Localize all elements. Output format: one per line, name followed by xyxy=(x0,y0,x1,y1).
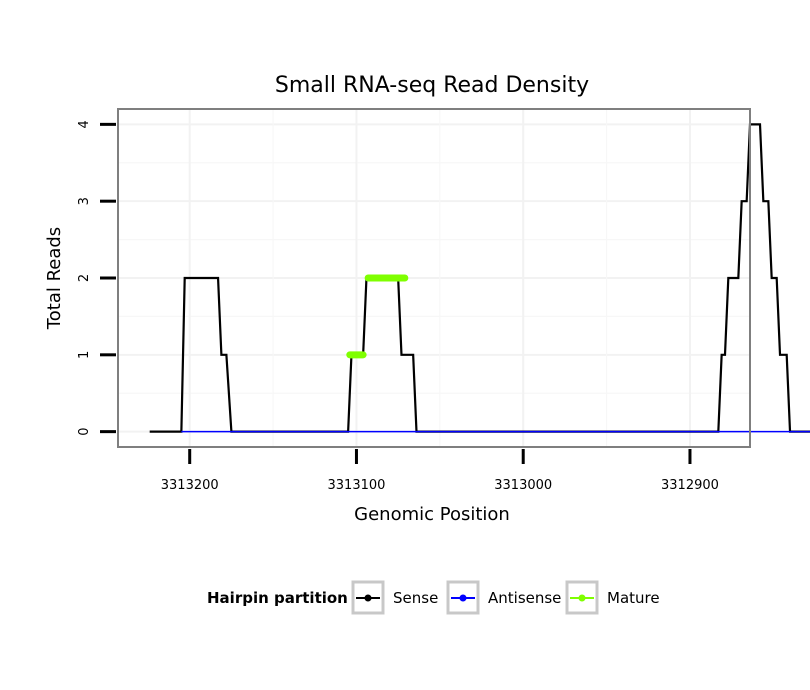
x-tick-label: 3313000 xyxy=(494,478,552,493)
y-tick-label: 2 xyxy=(77,274,92,282)
y-tick-label: 3 xyxy=(77,197,92,205)
legend-point-antisense xyxy=(459,594,467,602)
legend-label-mature: Mature xyxy=(607,589,660,607)
legend-point-sense xyxy=(364,594,372,602)
legend-label-antisense: Antisense xyxy=(488,589,561,607)
y-axis-title: Total Reads xyxy=(44,227,65,330)
plot-border xyxy=(117,108,751,448)
chart-title: Small RNA-seq Read Density xyxy=(275,73,589,98)
x-tick-label: 3313200 xyxy=(161,478,219,493)
y-tick-label: 4 xyxy=(77,120,92,128)
sense-series-line xyxy=(149,123,810,433)
y-tick-label: 1 xyxy=(77,351,92,359)
legend-point-mature xyxy=(578,594,586,602)
legend-title: Hairpin partition xyxy=(207,589,348,607)
y-tick-label: 0 xyxy=(77,427,92,435)
x-tick-label: 3313100 xyxy=(328,478,386,493)
legend: Hairpin partition Sense Antisense Mature xyxy=(207,580,660,615)
x-axis-title: Genomic Position xyxy=(354,504,510,525)
y-axis: 0 1 2 3 4 xyxy=(77,120,116,436)
x-axis: 3313200 3313100 3313000 3312900 xyxy=(161,449,719,493)
series-layer xyxy=(149,123,810,433)
x-tick-label: 3312900 xyxy=(661,478,719,493)
legend-label-sense: Sense xyxy=(393,589,438,607)
